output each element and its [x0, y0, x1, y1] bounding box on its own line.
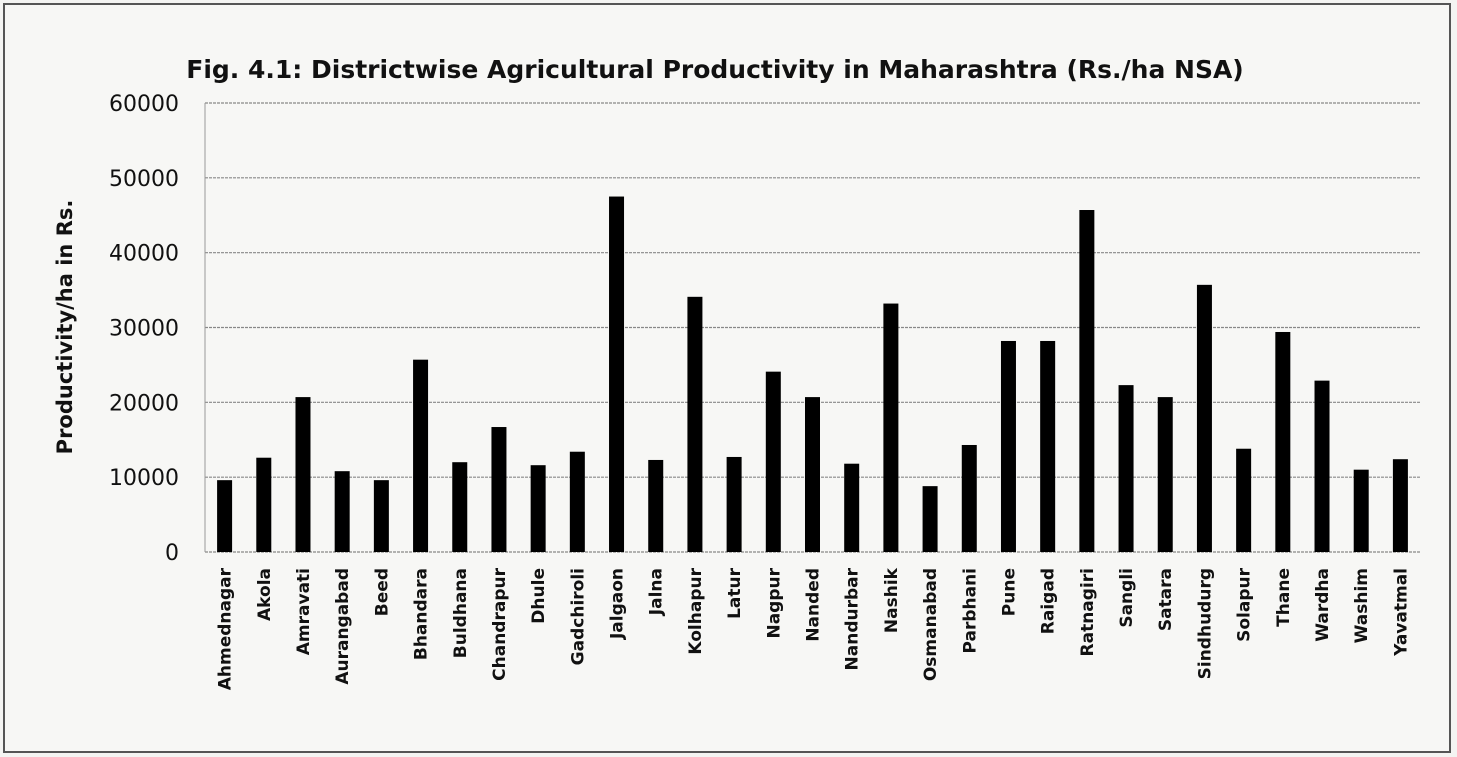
x-tick-label: Wardha	[1313, 568, 1333, 642]
bar	[1118, 385, 1134, 552]
y-tick-label: 60000	[109, 92, 179, 117]
x-tick-label: Sangli	[1117, 568, 1137, 628]
x-tick-label: Aurangabad	[333, 568, 353, 685]
y-tick-label: 50000	[109, 167, 179, 192]
x-tick-label: Nandurbar	[843, 567, 863, 670]
x-tick-label: Jalna	[647, 568, 667, 616]
x-tick-label: Yavatmal	[1391, 568, 1411, 657]
bar	[1275, 331, 1291, 552]
x-tick-label: Solapur	[1235, 567, 1255, 641]
x-tick-label: Nagpur	[764, 567, 784, 638]
x-tick-label: Beed	[372, 568, 392, 616]
bar	[413, 359, 429, 552]
x-tick-label: Kolhapur	[686, 567, 706, 654]
bar	[726, 456, 742, 552]
bar	[687, 296, 703, 552]
bar	[1157, 397, 1173, 552]
bar	[373, 480, 389, 552]
bar	[1196, 284, 1212, 552]
bar	[491, 427, 507, 552]
bar	[452, 462, 468, 552]
x-tick-label: Jalgaon	[608, 568, 628, 640]
x-tick-label: Nashik	[882, 567, 902, 633]
x-tick-label: Amravati	[294, 568, 314, 655]
bar	[530, 465, 546, 552]
y-tick-label: 20000	[109, 391, 179, 416]
x-tick-label: Pune	[999, 568, 1019, 616]
x-tick-label: Thane	[1274, 568, 1294, 627]
y-tick-label: 30000	[109, 317, 179, 342]
y-axis-label: Productivity/ha in Rs.	[53, 200, 77, 455]
bar	[1353, 469, 1369, 552]
bar	[922, 486, 938, 552]
x-tick-label: Chandrapur	[490, 567, 510, 680]
x-tick-label: Sindhudurg	[1195, 568, 1215, 679]
bar	[844, 463, 860, 552]
x-tick-label: Parbhani	[960, 568, 980, 654]
x-tick-label: Washim	[1352, 568, 1372, 643]
x-tick-label: Gadchiroli	[568, 568, 588, 665]
bar	[1000, 340, 1016, 552]
bar	[648, 459, 664, 552]
bar	[1392, 459, 1408, 552]
bar	[295, 397, 311, 552]
bar	[609, 196, 625, 552]
x-tick-label: Dhule	[529, 568, 549, 624]
x-tick-label: Buldhana	[451, 568, 471, 658]
bar	[217, 480, 233, 552]
bar	[1236, 448, 1252, 552]
bar	[1079, 210, 1095, 553]
x-tick-label: Raigad	[1039, 568, 1059, 634]
bar	[883, 303, 899, 552]
x-tick-label: Nanded	[804, 568, 824, 642]
y-tick-label: 40000	[109, 242, 179, 267]
x-tick-label: Ratnagiri	[1078, 568, 1098, 656]
bar	[765, 371, 781, 552]
bar	[961, 444, 977, 552]
bar	[1040, 340, 1056, 552]
chart-title: Fig. 4.1: Districtwise Agricultural Prod…	[186, 55, 1243, 84]
x-tick-label: Satara	[1156, 568, 1176, 631]
bar	[569, 451, 585, 552]
bar	[334, 471, 350, 552]
x-tick-label: Akola	[255, 568, 275, 621]
bar	[1314, 380, 1330, 552]
bar	[805, 397, 820, 552]
x-tick-label: Latur	[725, 567, 745, 619]
y-tick-label: 0	[165, 541, 179, 566]
x-tick-label: Osmanabad	[921, 568, 941, 681]
bar	[256, 457, 272, 552]
x-tick-label: Bhandara	[412, 568, 432, 660]
y-tick-label: 10000	[109, 466, 179, 491]
x-tick-label: Ahmednagar	[216, 567, 236, 690]
